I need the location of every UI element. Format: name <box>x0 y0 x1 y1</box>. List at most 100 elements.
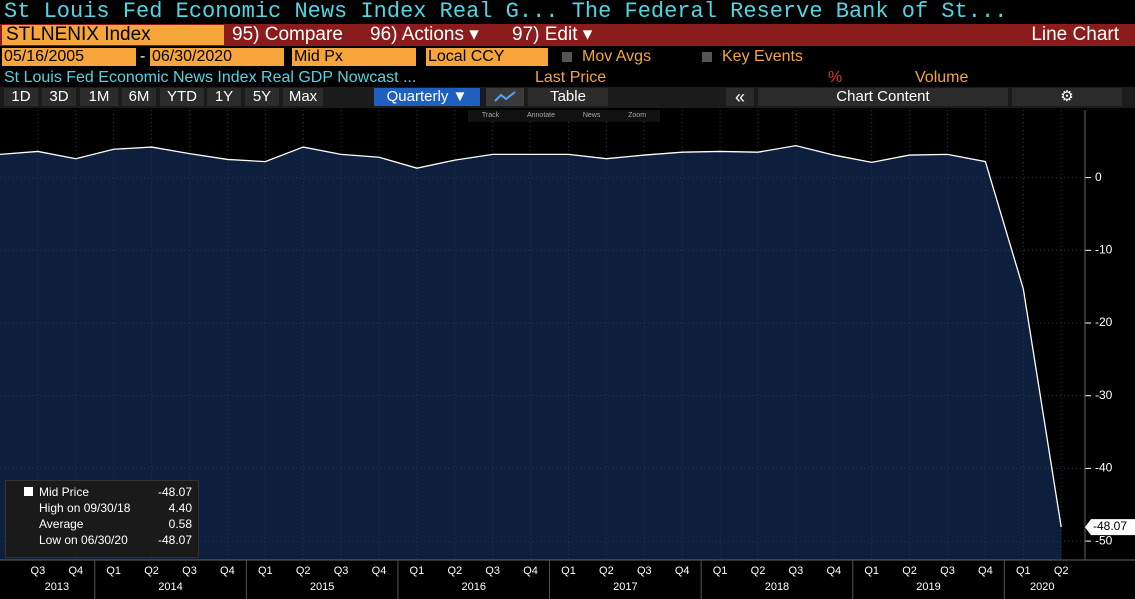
y-tick-label: -30 <box>1095 388 1113 402</box>
price-field[interactable]: Mid Px <box>292 48 416 66</box>
y-tick-label: -20 <box>1095 315 1113 329</box>
marker <box>24 487 33 496</box>
key-events[interactable]: Key Events <box>722 48 803 65</box>
last-tag <box>1085 519 1135 536</box>
collapse[interactable]: « <box>726 88 754 106</box>
actions[interactable]: 96) Actions ▾ <box>370 24 479 45</box>
x-tick-label: Q1 <box>410 565 425 577</box>
checkbox[interactable] <box>702 52 712 62</box>
x-tick-label: Q3 <box>31 565 46 577</box>
tool[interactable]: News <box>582 112 601 119</box>
x-tick-label: Q4 <box>372 565 387 577</box>
x-tick-label: Q4 <box>826 565 841 577</box>
stat-value: 4.40 <box>168 501 192 515</box>
x-tick-label: Q2 <box>902 565 917 577</box>
range-button[interactable]: YTD <box>160 88 204 106</box>
chart-icon[interactable] <box>486 88 524 106</box>
x-tick-label: Q1 <box>713 565 728 577</box>
stats-box: Mid Price -48.07 High on 09/30/18 4.40 Avera… <box>5 480 199 558</box>
period[interactable]: Quarterly ▼ <box>374 88 480 106</box>
stat-label: High on 09/30/18 <box>39 501 131 515</box>
range-button[interactable]: 6M <box>122 88 156 106</box>
x-tick-label: Q1 <box>1016 565 1031 577</box>
x-tick-label: Q1 <box>864 565 879 577</box>
year-label: 2017 <box>613 581 637 593</box>
x-tick-label: Q4 <box>978 565 993 577</box>
volume: Volume <box>915 69 969 86</box>
last-price: Last Price <box>535 69 607 86</box>
stat-value: 0.58 <box>168 517 192 531</box>
currency[interactable]: Local CCY <box>426 48 548 66</box>
year-label: 2014 <box>158 581 182 593</box>
chart-content[interactable]: Chart Content <box>758 88 1008 106</box>
x-tick-label: Q3 <box>940 565 955 577</box>
y-tick-label: -40 <box>1095 461 1113 475</box>
year-label: 2016 <box>462 581 486 593</box>
pct: % <box>828 69 843 86</box>
last-value: -48.07 <box>1093 519 1127 533</box>
controls: 05/16/2005 - 06/30/2020 Mid Px Local CCY… <box>0 47 1135 67</box>
y-tick-label: -10 <box>1095 242 1113 256</box>
start-date[interactable]: 05/16/2005 <box>2 48 136 66</box>
x-tick-label: Q4 <box>68 565 83 577</box>
checkbox[interactable] <box>562 52 572 62</box>
button-row: Quarterly ▼ Table « Chart Content ⚙ 1D 3D… <box>0 87 1135 108</box>
range-button[interactable]: 3D <box>42 88 76 106</box>
table[interactable]: Table <box>528 88 608 106</box>
compare[interactable]: 95) Compare <box>232 24 343 45</box>
range-button[interactable]: 5Y <box>245 88 279 106</box>
x-tick-label: Q3 <box>334 565 349 577</box>
y-tick-label: 0 <box>1095 170 1102 184</box>
stat-label: Mid Price <box>39 485 90 499</box>
title: St Louis Fed Economic News Index Real G.… <box>4 0 1008 24</box>
x-tick-label: Q4 <box>220 565 235 577</box>
range-button[interactable]: 1D <box>4 88 38 106</box>
icon <box>494 91 516 102</box>
tool[interactable]: Zoom <box>628 112 647 119</box>
x-tick-label: Q4 <box>675 565 690 577</box>
stat-value: -48.07 <box>157 533 192 547</box>
x-tick-label: Q2 <box>447 565 462 577</box>
x-tick-label: Q3 <box>182 565 197 577</box>
command-bar: STLNENIX Index 95) Compare 96) Actions ▾… <box>0 24 1135 46</box>
mov-avgs[interactable]: Mov Avgs <box>582 48 652 65</box>
range-button[interactable]: Max <box>283 88 323 106</box>
range-button[interactable]: 1M <box>80 88 118 106</box>
legend-row: St Louis Fed Economic News Index Real GD… <box>0 68 1135 88</box>
series-name: St Louis Fed Economic News Index Real GD… <box>4 69 417 86</box>
chart-tools: Track Annotate News Zoom <box>468 110 660 122</box>
x-tick-label: Q4 <box>523 565 538 577</box>
x-tick-label: Q3 <box>637 565 652 577</box>
x-tick-label: Q3 <box>789 565 804 577</box>
x-tick-label: Q2 <box>599 565 614 577</box>
line <box>0 144 1062 528</box>
stat-value: -48.07 <box>157 485 192 499</box>
year-label: 2020 <box>1030 581 1054 593</box>
ticker[interactable]: STLNENIX Index <box>2 25 224 45</box>
tool[interactable]: Track <box>481 112 500 119</box>
settings[interactable]: ⚙ <box>1012 88 1122 106</box>
year-label: 2015 <box>310 581 334 593</box>
x-tick-label: Q2 <box>144 565 159 577</box>
dash: - <box>140 48 146 65</box>
stat-label: Low on 06/30/20 <box>39 533 128 547</box>
year-label: 2018 <box>765 581 789 593</box>
edit[interactable]: 97) Edit ▾ <box>512 24 593 45</box>
x-tick-label: Q2 <box>751 565 766 577</box>
year-label: 2013 <box>45 581 69 593</box>
x-tick-label: Q2 <box>1054 565 1069 577</box>
tool[interactable]: Annotate <box>526 112 555 119</box>
range-button[interactable]: 1Y <box>207 88 241 106</box>
x-tick-label: Q3 <box>485 565 500 577</box>
x-tick-label: Q1 <box>561 565 576 577</box>
stat-label: Average <box>39 517 84 531</box>
x-tick-label: Q1 <box>106 565 121 577</box>
view[interactable]: Line Chart <box>1031 24 1119 45</box>
area <box>0 145 1062 561</box>
x-tick-label: Q1 <box>258 565 273 577</box>
y-tick-label: -50 <box>1095 533 1113 547</box>
end-date[interactable]: 06/30/2020 <box>150 48 284 66</box>
x-tick-label: Q2 <box>296 565 311 577</box>
